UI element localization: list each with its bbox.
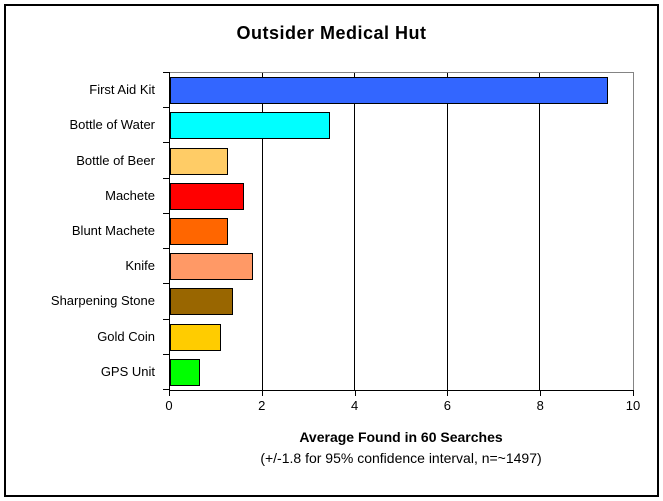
bar-row-machete xyxy=(170,179,633,214)
y-axis-tick xyxy=(163,142,170,143)
bar-gold-coin xyxy=(170,323,221,351)
x-axis-tick-labels: 0 2 4 6 8 10 xyxy=(165,398,640,414)
x-axis-title: Average Found in 60 Searches xyxy=(299,429,503,445)
bar-row-gold-coin xyxy=(170,320,633,355)
x-axis-tick-8 xyxy=(540,390,541,396)
gridline-x-2 xyxy=(261,73,263,390)
gridline-x-4 xyxy=(354,73,356,390)
x-axis-tick-4 xyxy=(355,390,356,396)
category-label-bottle-of-beer: Bottle of Beer xyxy=(76,152,155,168)
x-axis-tick-6 xyxy=(447,390,448,396)
bar-knife xyxy=(170,253,254,281)
x-axis-tick-label-2: 2 xyxy=(258,398,266,413)
bar-gps-unit xyxy=(170,358,201,386)
x-axis-tick-label-6: 6 xyxy=(443,398,452,413)
plot-area xyxy=(169,72,634,391)
x-axis-tick-2 xyxy=(262,390,263,396)
category-axis-labels: First Aid Kit Bottle of Water Bottle of Be… xyxy=(0,72,162,389)
bar-first-aid-kit xyxy=(170,77,608,105)
category-label-machete: Machete xyxy=(105,187,155,203)
bar-row-first-aid-kit xyxy=(170,73,633,108)
category-label-blunt-machete: Blunt Machete xyxy=(71,222,155,238)
y-axis-tick xyxy=(163,354,170,355)
y-axis-tick xyxy=(163,72,170,73)
x-axis-tick-label-0: 0 xyxy=(165,398,173,413)
bar-bottle-of-water xyxy=(170,112,330,140)
y-axis-tick xyxy=(163,319,170,320)
gridline-x-8 xyxy=(539,73,541,390)
y-axis-tick xyxy=(163,389,170,390)
bar-row-sharpening-stone xyxy=(170,284,633,319)
y-axis-tick xyxy=(163,107,170,108)
chart-title: Outsider Medical Hut xyxy=(236,23,427,43)
x-axis-tick-10 xyxy=(633,390,634,396)
x-axis-tick-0 xyxy=(169,390,170,396)
x-axis-tick-label-8: 8 xyxy=(536,398,544,413)
bar-row-bottle-of-water xyxy=(170,108,633,143)
gridline-x-6 xyxy=(446,73,448,390)
category-label-first-aid-kit: First Aid Kit xyxy=(89,82,155,98)
x-axis-tick-label-10: 10 xyxy=(625,398,641,413)
category-label-knife: Knife xyxy=(125,258,155,274)
y-axis-tick xyxy=(163,213,170,214)
bars-layer xyxy=(170,73,633,390)
y-axis-tick xyxy=(163,248,170,249)
bar-machete xyxy=(170,182,245,210)
bar-row-bottle-of-beer xyxy=(170,143,633,178)
x-axis-note: (+/-1.8 for 95% confidence interval, n=~… xyxy=(260,450,542,466)
y-axis-tick xyxy=(163,283,170,284)
x-axis-tick-label-4: 4 xyxy=(350,398,359,413)
category-label-sharpening-stone: Sharpening Stone xyxy=(50,293,155,309)
bar-row-blunt-machete xyxy=(170,214,633,249)
bar-row-knife xyxy=(170,249,633,284)
bar-blunt-machete xyxy=(170,217,228,245)
category-label-bottle-of-water: Bottle of Water xyxy=(69,117,156,133)
bar-row-gps-unit xyxy=(170,355,633,390)
bar-sharpening-stone xyxy=(170,288,233,316)
bar-bottle-of-beer xyxy=(170,147,228,175)
y-axis-tick xyxy=(163,178,170,179)
gridlines-layer xyxy=(170,73,633,390)
category-label-gold-coin: Gold Coin xyxy=(97,328,155,344)
category-label-gps-unit: GPS Unit xyxy=(100,363,155,379)
